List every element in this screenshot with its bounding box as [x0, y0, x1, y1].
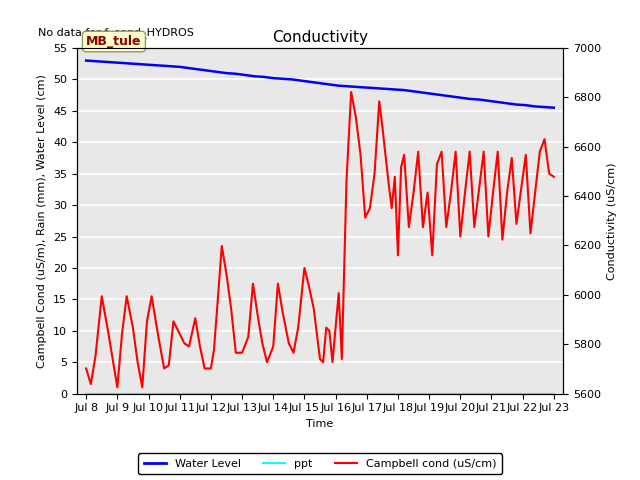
Water Level: [83, 58, 90, 63]
Text: No data for f_cond_HYDROS: No data for f_cond_HYDROS: [38, 27, 194, 38]
Campbell cond (uS/cm): [319, 360, 327, 365]
Campbell cond (uS/cm): [494, 149, 502, 155]
Campbell cond (uS/cm): [348, 89, 355, 95]
Campbell cond (uS/cm): [550, 174, 557, 180]
Campbell cond (uS/cm): [83, 366, 90, 372]
Water Level: [550, 105, 557, 110]
Water Level: [419, 90, 427, 96]
Campbell cond (uS/cm): [419, 224, 427, 230]
Campbell cond (uS/cm): [201, 366, 209, 372]
Campbell cond (uS/cm): [185, 344, 193, 349]
Text: MB_tule: MB_tule: [86, 35, 141, 48]
Water Level: [185, 65, 193, 71]
Legend: Water Level, ppt, Campbell cond (uS/cm): Water Level, ppt, Campbell cond (uS/cm): [138, 453, 502, 474]
Line: Water Level: Water Level: [86, 60, 554, 108]
Title: Conductivity: Conductivity: [272, 30, 368, 46]
Line: Campbell cond (uS/cm): Campbell cond (uS/cm): [86, 92, 554, 387]
Water Level: [223, 70, 230, 76]
Water Level: [541, 104, 548, 110]
X-axis label: Time: Time: [307, 419, 333, 429]
Campbell cond (uS/cm): [113, 384, 121, 390]
Water Level: [391, 86, 399, 92]
Campbell cond (uS/cm): [456, 234, 464, 240]
Water Level: [232, 71, 239, 77]
Y-axis label: Campbell Cond (uS/m), Rain (mm), Water Level (cm): Campbell Cond (uS/m), Rain (mm), Water L…: [37, 74, 47, 368]
Y-axis label: Conductivity (uS/cm): Conductivity (uS/cm): [607, 162, 616, 279]
